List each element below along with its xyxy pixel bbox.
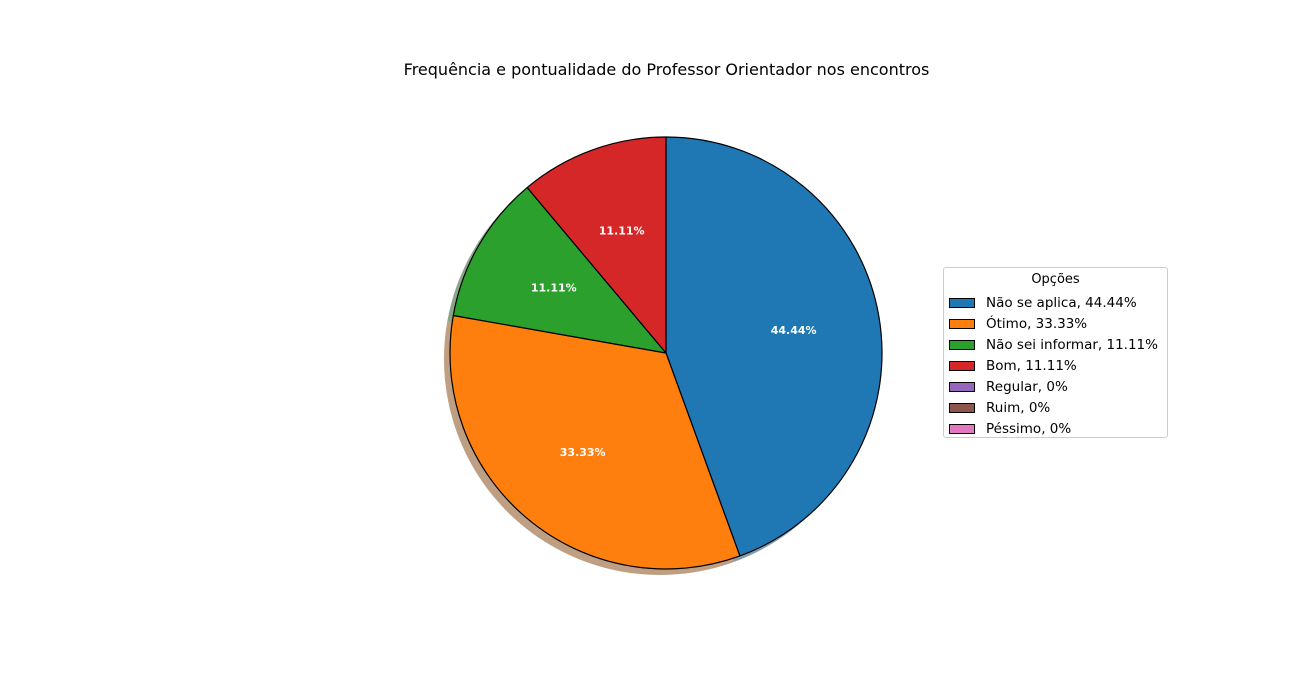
chart-title: Frequência e pontualidade do Professor O… [403, 60, 930, 79]
legend-swatch [949, 297, 975, 308]
pie-slice-n-o-sei-informar [452, 186, 667, 354]
pie-slice-bom [526, 136, 667, 354]
pie-data-label: 11.11% [531, 282, 577, 295]
pie-data-label: 44.44% [771, 324, 817, 337]
legend-swatch [949, 381, 975, 392]
legend-item: Regular, 0% [949, 376, 1158, 397]
legend-item: Péssimo, 0% [949, 418, 1158, 439]
legend-label: Regular, 0% [986, 378, 1068, 395]
pie-data-label: 33.33% [560, 446, 606, 459]
legend-label: Bom, 11.11% [986, 357, 1077, 374]
pie-slice--timo [449, 314, 741, 570]
legend-swatch [949, 360, 975, 371]
pie-labels: 44.44% 33.33% 11.11% 11.11% [531, 225, 817, 459]
pie-slice-n-o-se-aplica [665, 136, 883, 557]
legend-item: Não se aplica, 44.44% [949, 292, 1158, 313]
legend-swatch [949, 402, 975, 413]
legend-item: Não sei informar, 11.11% [949, 334, 1158, 355]
pie-wedges [449, 136, 883, 570]
legend: Opções Não se aplica, 44.44% Ótimo, 33.33… [943, 267, 1168, 438]
legend-label: Péssimo, 0% [986, 420, 1072, 437]
legend-label: Ótimo, 33.33% [986, 315, 1088, 332]
legend-item: Bom, 11.11% [949, 355, 1158, 376]
legend-label: Ruim, 0% [986, 399, 1051, 416]
pie-data-label: 11.11% [599, 225, 645, 238]
legend-label: Não sei informar, 11.11% [986, 336, 1158, 353]
legend-swatch [949, 423, 975, 434]
legend-item: Ótimo, 33.33% [949, 313, 1158, 334]
legend-label: Não se aplica, 44.44% [986, 294, 1137, 311]
legend-swatch [949, 339, 975, 350]
legend-items: Não se aplica, 44.44% Ótimo, 33.33% Não se… [949, 292, 1158, 439]
legend-item: Ruim, 0% [949, 397, 1158, 418]
legend-swatch [949, 318, 975, 329]
legend-title: Opções [1031, 272, 1080, 287]
